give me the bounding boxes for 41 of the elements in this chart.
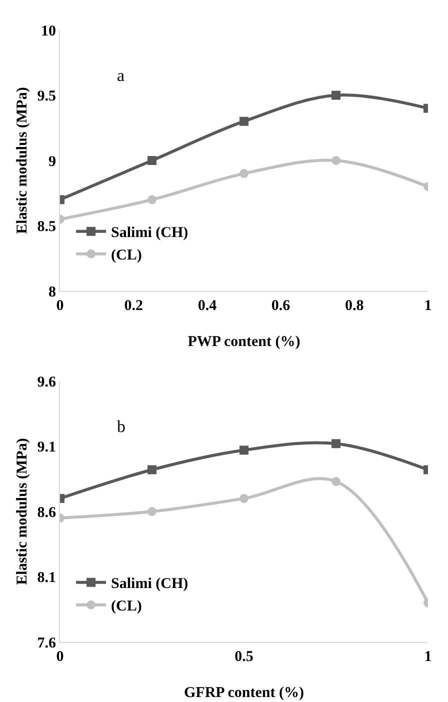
x-tick-label: 1 xyxy=(424,298,432,314)
annotation: a xyxy=(117,66,125,85)
point xyxy=(332,156,340,165)
legend-label: Salimi (CH) xyxy=(111,225,188,242)
y-tick-label: 9.6 xyxy=(37,374,56,390)
x-axis-title: PWP content (%) xyxy=(188,334,300,350)
x-tick-label: 0 xyxy=(56,298,64,314)
x-tick-label: 0.5 xyxy=(234,649,254,665)
y-tick-label: 9.5 xyxy=(37,88,56,104)
point xyxy=(148,465,156,474)
y-axis-title: Elastic modulus (MPa) xyxy=(14,438,30,585)
point xyxy=(332,90,340,100)
point xyxy=(332,439,340,448)
y-tick-label: 8.1 xyxy=(37,570,56,586)
x-tick-label: 0.8 xyxy=(345,298,364,314)
x-tick-label: 1 xyxy=(424,649,432,665)
point xyxy=(240,116,248,126)
x-axis-title: GFRP content (%) xyxy=(184,685,304,701)
point xyxy=(240,169,248,178)
legend-label: Salimi (CH) xyxy=(111,576,188,592)
x-tick-label: 0 xyxy=(56,649,64,665)
y-tick-label: 8.5 xyxy=(37,219,56,235)
x-tick-label: 0.6 xyxy=(271,298,291,314)
point xyxy=(240,446,248,455)
annotation: b xyxy=(117,417,126,436)
point xyxy=(240,494,248,503)
y-axis-title: Elastic modulus (MPa) xyxy=(14,87,30,234)
y-tick-label: 9.1 xyxy=(37,440,56,456)
point xyxy=(148,507,156,516)
y-tick-label: 10 xyxy=(41,23,56,40)
legend-label: (CL) xyxy=(111,248,142,264)
x-tick-label: 0.2 xyxy=(124,298,143,314)
point xyxy=(148,156,156,165)
y-tick-label: 9 xyxy=(48,154,56,170)
point xyxy=(148,195,156,204)
y-tick-label: 7.6 xyxy=(37,635,56,652)
x-tick-label: 0.4 xyxy=(198,298,218,314)
legend-label: (CL) xyxy=(111,598,142,615)
y-tick-label: 8 xyxy=(48,284,56,300)
y-tick-label: 8.6 xyxy=(37,504,56,521)
point xyxy=(332,476,340,486)
